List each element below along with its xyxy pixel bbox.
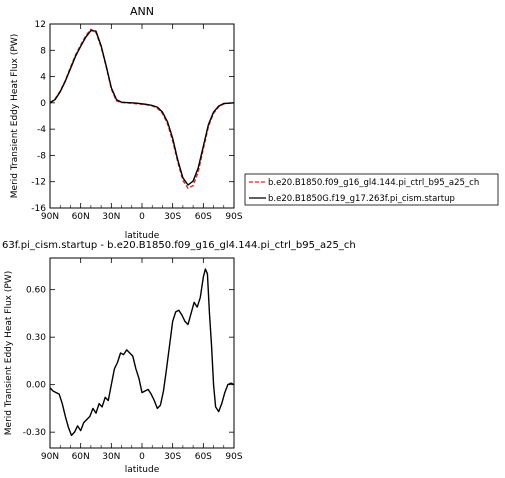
top-x-tick-label: 90N — [41, 212, 59, 222]
bottom-chart-frame — [49, 257, 235, 449]
bottom-x-tick-label: 0 — [139, 452, 145, 462]
bottom-chart-ticks: 90N 60N 30N 0 30S 60S 90S -0.30 0.00 0.30 0.60 — [23, 258, 243, 462]
top-chart-plot-area — [49, 28, 235, 189]
top-chart-ticks: 90N 60N 30N 0 30S 60S 90S -16 -12 -8 -4 0 4 8 12 — [31, 20, 243, 222]
bottom-y-tick-label: 0.00 — [26, 381, 46, 391]
top-x-tick-label: 30N — [102, 212, 120, 222]
bottom-x-tick-label: 60S — [195, 452, 212, 462]
top-x-tick-label: 30S — [164, 212, 181, 222]
top-y-tick-label: -16 — [31, 204, 46, 214]
top-x-tick-label: 60S — [195, 212, 212, 222]
legend: b.e20.B1850.f09_g16_gl4.144.pi_ctrl_b95_… — [244, 173, 499, 206]
top-y-tick-label: 8 — [40, 46, 46, 56]
top-x-tick-label: 0 — [139, 212, 145, 222]
top-chart-frame — [49, 23, 235, 209]
bottom-y-tick-label: -0.30 — [23, 428, 47, 438]
bottom-chart-x-axis-label: latitude — [125, 465, 160, 475]
bottom-series-line-0 — [49, 268, 235, 437]
bottom-x-tick-label: 30N — [102, 452, 120, 462]
bottom-chart-y-axis-label: Merid Transient Eddy Heat Flux (PW) — [4, 271, 14, 435]
top-series-line-1 — [49, 29, 235, 186]
top-chart-y-axis-label: Merid Transient Eddy Heat Flux (PW) — [10, 34, 20, 198]
top-y-tick-label: -12 — [31, 178, 46, 188]
bottom-chart-plot-area — [49, 268, 235, 437]
top-x-tick-label: 60N — [72, 212, 90, 222]
bottom-chart-title: 63f.pi_cism.startup - b.e20.B1850.f09_g1… — [2, 240, 356, 251]
bottom-y-tick-label: 0.60 — [26, 286, 46, 296]
top-x-tick-label: 90S — [225, 212, 242, 222]
top-y-tick-label: 4 — [40, 73, 46, 83]
top-y-tick-label: 12 — [35, 20, 46, 30]
legend-entry-ctrl: b.e20.B1850.f09_g16_gl4.144.pi_ctrl_b95_… — [268, 178, 479, 188]
top-chart: ANN 90N 60N 30N 0 30S 60S 90S -16 -12 -8 -4 0 4 8 12 M… — [10, 5, 243, 241]
bottom-chart: 63f.pi_cism.startup - b.e20.B1850.f09_g1… — [2, 240, 356, 475]
bottom-y-tick-label: 0.30 — [26, 333, 46, 343]
bottom-x-tick-label: 60N — [72, 452, 90, 462]
top-y-tick-label: -4 — [37, 125, 46, 135]
legend-box — [244, 173, 499, 206]
top-y-tick-label: 0 — [40, 99, 46, 109]
top-chart-x-axis-label: latitude — [125, 231, 160, 241]
legend-entry-cism: b.e20.B1850G.f19_g17.263f.pi_cism.startu… — [268, 194, 455, 204]
bottom-x-tick-label: 90S — [225, 452, 242, 462]
top-y-tick-label: -8 — [37, 151, 46, 161]
top-chart-title: ANN — [130, 5, 154, 18]
bottom-x-tick-label: 30S — [164, 452, 181, 462]
bottom-x-tick-label: 90N — [41, 452, 59, 462]
